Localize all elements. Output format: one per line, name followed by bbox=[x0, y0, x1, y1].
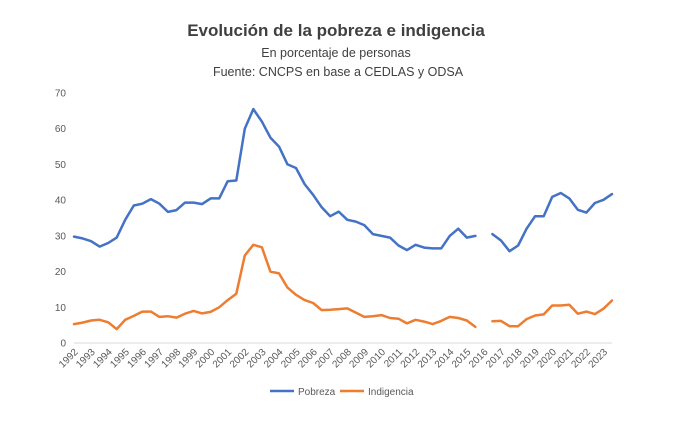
y-tick-label: 20 bbox=[55, 267, 67, 278]
series-line-pobreza bbox=[72, 107, 614, 253]
x-axis: 1992199319941995199619971998199920002001… bbox=[57, 347, 610, 371]
chart-title: Evolución de la pobreza e indigencia bbox=[187, 21, 485, 40]
chart-source: Fuente: CNCPS en base a CEDLAS y ODSA bbox=[213, 65, 464, 79]
y-axis: 0 10 20 30 40 50 60 70 bbox=[55, 89, 612, 350]
chart-subtitle: En porcentaje de personas bbox=[261, 46, 410, 60]
x-tick-label: 2023 bbox=[587, 347, 611, 371]
legend-label-pobreza: Pobreza bbox=[298, 387, 336, 398]
y-tick-label: 0 bbox=[60, 339, 66, 350]
legend: Pobreza Indigencia bbox=[270, 387, 414, 398]
y-tick-label: 70 bbox=[55, 89, 67, 100]
y-tick-label: 60 bbox=[55, 124, 67, 135]
series-line-indigencia bbox=[72, 243, 614, 331]
legend-label-indigencia: Indigencia bbox=[368, 387, 414, 398]
y-tick-label: 10 bbox=[55, 303, 67, 314]
y-tick-label: 30 bbox=[55, 231, 67, 242]
y-tick-label: 50 bbox=[55, 160, 67, 171]
y-tick-label: 40 bbox=[55, 196, 67, 207]
series-layer bbox=[72, 107, 614, 331]
